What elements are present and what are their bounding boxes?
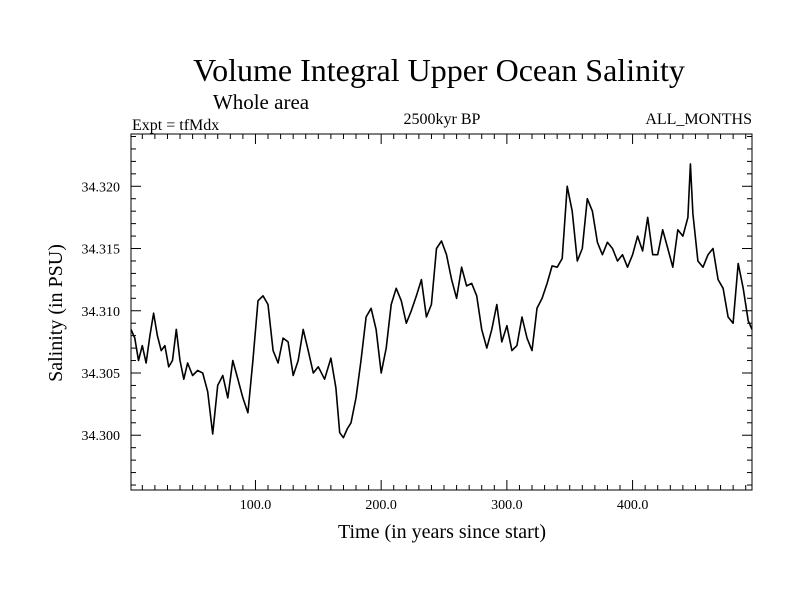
y-axis-label: Salinity (in PSU) bbox=[45, 244, 67, 382]
y-tick-label: 34.305 bbox=[82, 367, 121, 382]
plot-frame bbox=[130, 133, 753, 491]
x-axis: 100.0 200.0 300.0 400.0 bbox=[141, 134, 747, 513]
x-axis-label: Time (in years since start) bbox=[338, 521, 546, 543]
x-tick-label: 400.0 bbox=[617, 498, 649, 513]
x-tick-label: 300.0 bbox=[491, 498, 523, 513]
y-tick-label: 34.320 bbox=[82, 180, 121, 195]
chart-title: Volume Integral Upper Ocean Salinity bbox=[193, 52, 685, 88]
experiment-label: Expt = tfMdx bbox=[132, 117, 219, 134]
y-tick-label: 34.300 bbox=[82, 429, 121, 444]
series-group bbox=[130, 163, 753, 439]
months-label: ALL_MONTHS bbox=[645, 111, 752, 128]
plot-border bbox=[130, 133, 753, 491]
y-tick-label: 34.315 bbox=[82, 243, 121, 258]
x-tick-label: 200.0 bbox=[365, 498, 397, 513]
x-tick-label: 100.0 bbox=[240, 498, 272, 513]
chart-subtitle: Whole area bbox=[213, 90, 310, 114]
period-label: 2500kyr BP bbox=[404, 111, 481, 128]
series-line-salinity bbox=[130, 163, 753, 439]
y-tick-label: 34.310 bbox=[82, 305, 121, 320]
y-axis: 34.300 34.305 34.310 34.315 34.320 bbox=[82, 135, 752, 486]
